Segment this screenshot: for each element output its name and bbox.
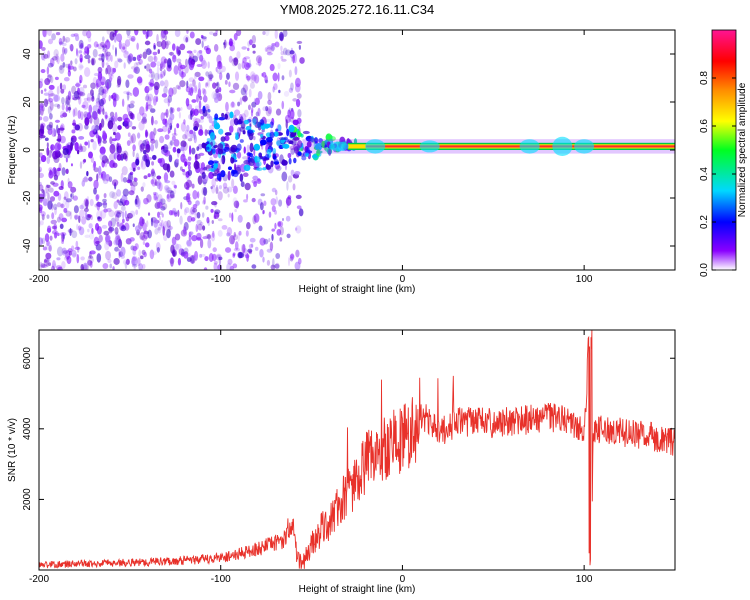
spectrogram-y-tick-label: 0 [22,147,33,153]
snr-panel: -200 -100 0 100 2000 4000 6000 Height of strai… [7,329,676,595]
snr-y-label: SNR (10 * v/v) [7,418,18,482]
snr-y-tick-label: 4000 [22,417,33,440]
spectrogram-x-tick-label: -200 [29,274,49,285]
snr-series-line [39,330,675,569]
chart-title: YM08.2025.272.16.11.C34 [280,2,434,17]
colorbar: 0.0 0.2 0.4 0.6 0.8 Normalized spectral ampl… [699,29,748,277]
snr-axes: -200 -100 0 100 2000 4000 6000 [22,330,675,585]
spectrogram-x-tick-label: -100 [211,274,231,285]
spectrogram-x-tick-label: 0 [400,274,406,285]
colorbar-tick-label: 0.2 [699,215,710,229]
snr-y-tick-label: 6000 [22,347,33,370]
snr-x-tick-label: 100 [576,574,593,585]
snr-y-tick-label: 2000 [22,488,33,511]
snr-x-label: Height of straight line (km) [299,584,416,595]
spectrogram-noise [39,30,305,270]
spectrogram-onset-cluster [201,105,358,181]
snr-x-tick-label: -200 [29,574,49,585]
colorbar-tick-label: 0.0 [699,263,710,277]
colorbar-gradient [711,29,737,271]
snr-x-tick-label: -100 [211,574,231,585]
colorbar-label: Normalized spectral amplitude [737,82,748,217]
colorbar-tick-label: 0.8 [699,71,710,85]
spectrogram-y-tick-label: 20 [22,96,33,108]
spectrogram-y-label: Frequency (Hz) [7,116,18,185]
spectrogram-band [302,136,675,156]
spectrogram-plot-area [39,30,675,270]
colorbar-tick-label: 0.6 [699,119,710,133]
spectrogram-y-tick-label: -20 [22,190,33,205]
colorbar-axes: 0.0 0.2 0.4 0.6 0.8 [699,71,736,277]
snr-plot-area [39,330,675,569]
spectrogram-y-tick-label: -40 [22,238,33,253]
spectrogram-y-tick-label: 40 [22,48,33,60]
spectrogram-x-label: Height of straight line (km) [299,284,416,295]
snr-x-tick-label: 0 [400,574,406,585]
colorbar-tick-label: 0.4 [699,167,710,181]
snr-frame [38,329,676,571]
spectrogram-x-tick-label: 100 [576,274,593,285]
